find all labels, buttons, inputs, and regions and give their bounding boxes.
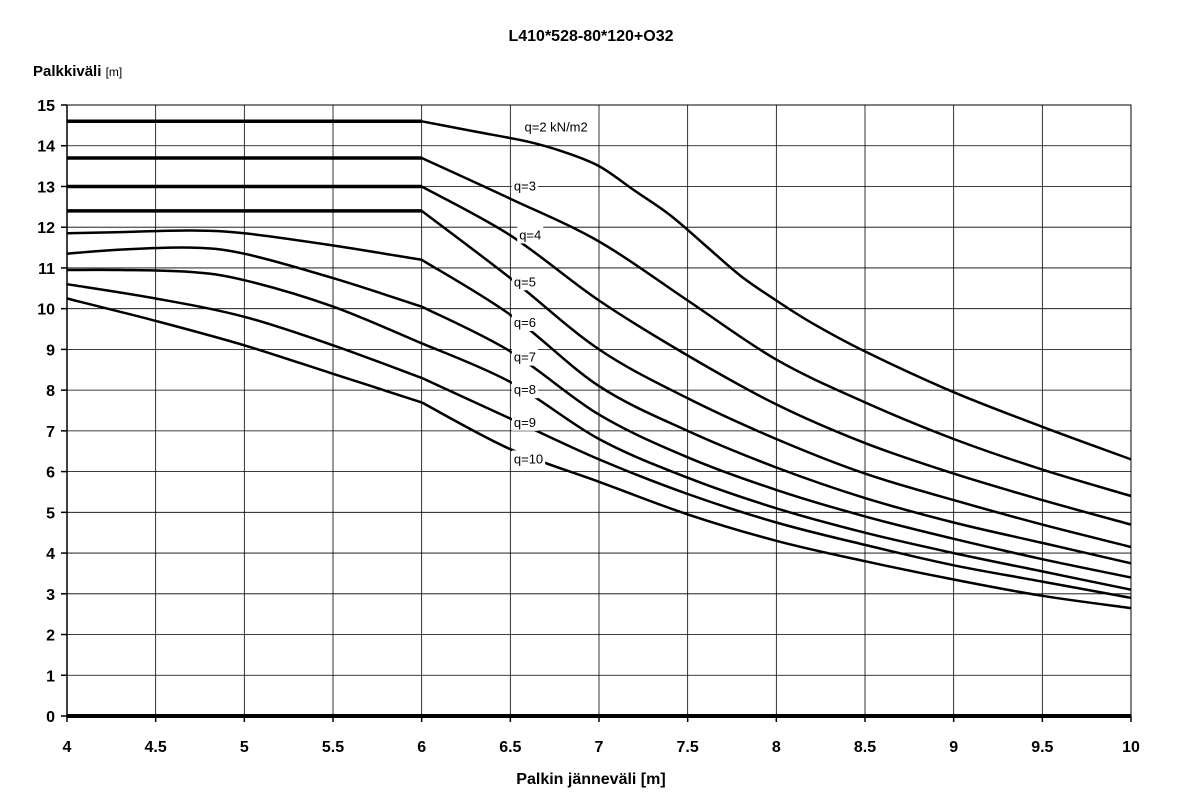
- chart-title: L410*528-80*120+O32: [508, 28, 674, 45]
- curve-label: q=7: [514, 350, 536, 365]
- curve-label: q=6: [514, 315, 536, 330]
- curve-label: q=3: [514, 179, 536, 194]
- y-tick-label: 10: [37, 302, 55, 319]
- x-tick-label: 7.5: [677, 739, 699, 756]
- x-tick-label: 9.5: [1031, 739, 1053, 756]
- x-tick-label: 6: [417, 739, 426, 756]
- series-line-right: [421, 156, 1132, 498]
- y-tick-label: 6: [46, 465, 55, 482]
- curve-labels: q=2 kN/m2 q=3 q=4 q=5 q=6 q=7 q=8 q=9 q=10: [511, 118, 590, 468]
- y-tick-label: 11: [38, 261, 55, 278]
- x-tick-label: 4.5: [145, 739, 167, 756]
- curve-label: q=5: [514, 274, 536, 289]
- x-tick-label: 8.5: [854, 739, 876, 756]
- axes: [61, 104, 1132, 722]
- y-tick-label: 12: [37, 220, 55, 237]
- y-tick-label: 3: [46, 587, 55, 604]
- curve-label: q=8: [514, 382, 536, 397]
- curve-label: q=9: [514, 415, 536, 430]
- y-tick-label: 15: [37, 98, 55, 115]
- curve-label-background: [511, 273, 538, 291]
- y-axis-unit: [m]: [105, 65, 123, 79]
- y-tick-label: 13: [37, 179, 55, 196]
- curve-label-background: [511, 313, 538, 331]
- y-axis-label: Palkkiväli [m]: [33, 63, 122, 80]
- series-line-left: [66, 297, 423, 404]
- curve-label-background: [511, 413, 538, 431]
- y-tick-label: 14: [37, 139, 55, 156]
- y-tick-label: 4: [46, 546, 55, 563]
- series-line-right: [421, 376, 1132, 600]
- tick-labels: 4 4.5 5 5.5 6 6.5 7 7.5 8 8.5 9 9.5 1001234567891011…: [37, 98, 1140, 756]
- x-tick-label: 5.5: [322, 739, 344, 756]
- y-tick-label: 0: [46, 709, 55, 726]
- curve-label: q=2 kN/m2: [525, 119, 588, 134]
- x-axis-label: Palkin jänneväli [m]: [516, 771, 666, 788]
- y-tick-label: 2: [46, 628, 55, 645]
- x-tick-label: 9: [949, 739, 958, 756]
- curve-label-background: [511, 177, 538, 195]
- series-line-left: [66, 282, 423, 380]
- series-line-left: [66, 229, 422, 262]
- data-series: [66, 119, 1132, 610]
- curve-label-background: [511, 450, 546, 468]
- curve-label-background: [511, 381, 538, 399]
- x-tick-label: 7: [595, 739, 604, 756]
- y-tick-label: 9: [46, 342, 55, 359]
- series-line-right: [421, 120, 1132, 461]
- x-tick-label: 4: [63, 739, 72, 756]
- x-tick-label: 8: [772, 739, 781, 756]
- y-tick-label: 8: [46, 383, 55, 400]
- series-line-right: [420, 209, 1132, 549]
- x-tick-label: 10: [1122, 739, 1140, 756]
- curve-label: q=10: [514, 451, 543, 466]
- y-tick-label: 1: [46, 668, 55, 685]
- y-tick-label: 5: [46, 505, 55, 522]
- series-line-left: [66, 246, 423, 308]
- x-tick-label: 6.5: [499, 739, 521, 756]
- grid-lines: [66, 104, 1132, 717]
- curve-label-background: [517, 226, 544, 244]
- x-tick-label: 5: [240, 739, 249, 756]
- y-axis-label-text: Palkkiväli: [33, 63, 102, 80]
- curve-label: q=4: [519, 227, 541, 242]
- curve-label-background: [511, 348, 538, 366]
- series-line-left: [66, 268, 423, 345]
- series-line-right: [421, 305, 1132, 579]
- y-tick-label: 7: [46, 424, 55, 441]
- series-line-right: [421, 185, 1132, 526]
- curve-label-background: [522, 118, 590, 136]
